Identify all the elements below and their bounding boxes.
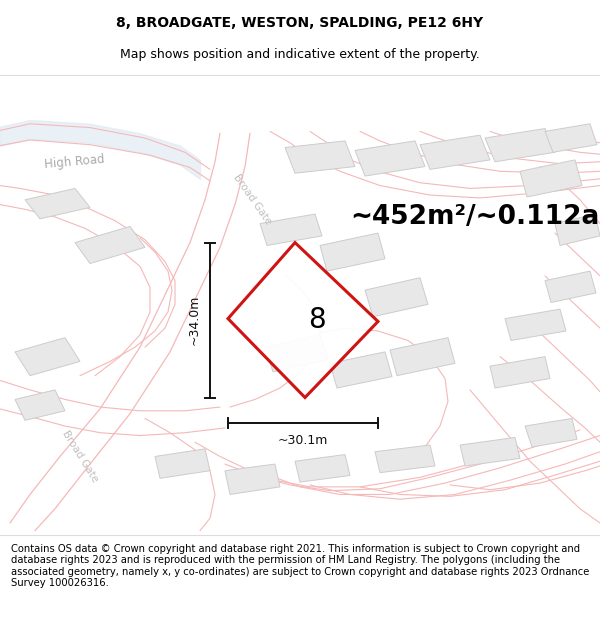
Polygon shape [260,214,322,246]
Polygon shape [320,233,385,271]
Polygon shape [15,390,65,421]
Polygon shape [460,438,520,466]
Polygon shape [155,449,210,478]
Text: Broad Gate: Broad Gate [60,429,100,484]
Polygon shape [420,135,490,169]
Polygon shape [545,124,597,152]
Polygon shape [265,335,328,372]
Polygon shape [15,338,80,376]
Text: Broad Gate: Broad Gate [231,173,273,227]
Polygon shape [25,188,90,219]
Text: ~452m²/~0.112ac.: ~452m²/~0.112ac. [350,204,600,230]
Polygon shape [75,226,145,264]
Polygon shape [390,338,455,376]
Polygon shape [355,141,425,176]
Text: ~34.0m: ~34.0m [187,295,200,345]
Polygon shape [555,214,600,246]
Polygon shape [285,141,355,173]
Polygon shape [505,309,566,341]
Polygon shape [375,445,435,472]
Text: 8: 8 [308,306,325,334]
Polygon shape [228,242,378,398]
Polygon shape [485,129,555,162]
Polygon shape [225,464,280,494]
Text: Map shows position and indicative extent of the property.: Map shows position and indicative extent… [120,48,480,61]
Text: 8, BROADGATE, WESTON, SPALDING, PE12 6HY: 8, BROADGATE, WESTON, SPALDING, PE12 6HY [116,16,484,30]
Polygon shape [365,278,428,317]
Text: ~30.1m: ~30.1m [278,434,328,447]
Polygon shape [295,454,350,482]
Polygon shape [525,419,577,447]
Polygon shape [330,352,392,388]
Text: Contains OS data © Crown copyright and database right 2021. This information is : Contains OS data © Crown copyright and d… [11,544,589,588]
Polygon shape [545,271,596,302]
Polygon shape [490,357,550,388]
Polygon shape [520,160,582,197]
Text: High Road: High Road [44,152,106,171]
